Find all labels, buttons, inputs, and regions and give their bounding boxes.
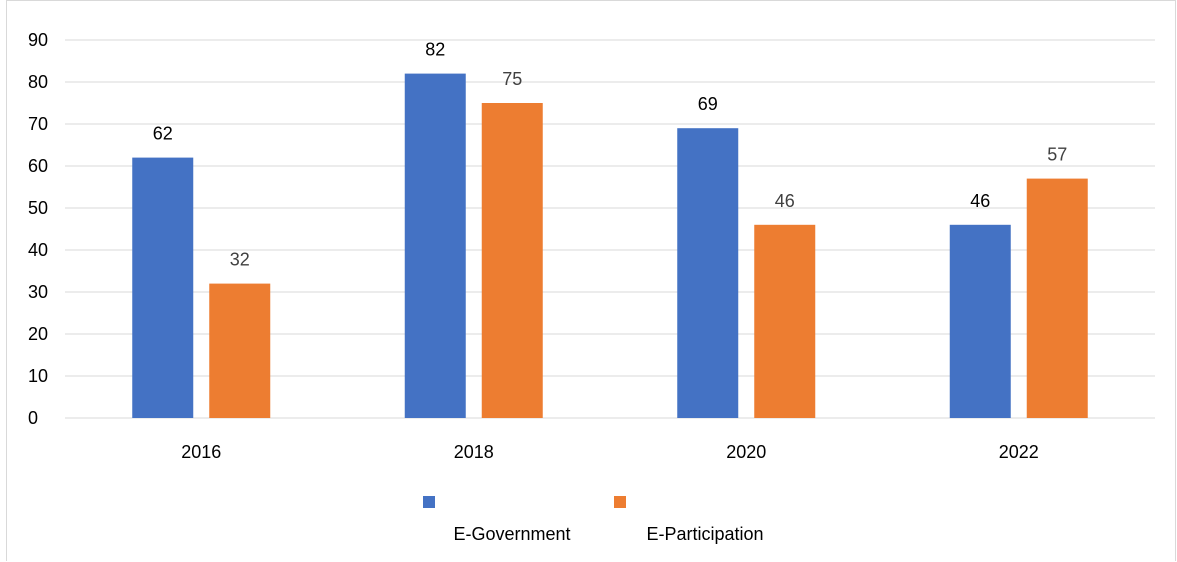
bar-e-participation-2022 bbox=[1026, 178, 1088, 418]
data-label: 69 bbox=[698, 94, 718, 114]
data-label: 75 bbox=[502, 69, 522, 89]
data-label: 46 bbox=[970, 191, 990, 211]
legend-label: E-Government bbox=[453, 524, 570, 544]
y-tick-label: 20 bbox=[28, 324, 48, 344]
data-label: 57 bbox=[1047, 145, 1067, 165]
bar-e-participation-2020 bbox=[754, 224, 816, 418]
x-tick-label: 2020 bbox=[726, 442, 766, 462]
y-tick-label: 60 bbox=[28, 156, 48, 176]
bar-e-participation-2018 bbox=[481, 103, 543, 418]
x-tick-label: 2018 bbox=[454, 442, 494, 462]
chart-frame bbox=[6, 0, 1176, 561]
y-tick-label: 50 bbox=[28, 198, 48, 218]
y-tick-label: 90 bbox=[28, 30, 48, 50]
x-tick-label: 2016 bbox=[181, 442, 221, 462]
legend-swatch-e-participation bbox=[614, 496, 626, 508]
y-tick-label: 30 bbox=[28, 282, 48, 302]
bar-e-government-2016 bbox=[132, 157, 194, 418]
bar-e-participation-2016 bbox=[209, 283, 271, 418]
x-tick-label: 2022 bbox=[999, 442, 1039, 462]
bars bbox=[132, 73, 1088, 418]
y-tick-label: 10 bbox=[28, 366, 48, 386]
y-tick-label: 80 bbox=[28, 72, 48, 92]
data-label: 82 bbox=[425, 40, 445, 60]
legend-label: E-Participation bbox=[646, 524, 763, 544]
y-tick-label: 40 bbox=[28, 240, 48, 260]
legend: E-Government E-Participation bbox=[423, 496, 764, 544]
y-tick-label: 70 bbox=[28, 114, 48, 134]
x-axis-ticks: 2016 2018 2020 2022 bbox=[181, 442, 1039, 462]
data-label: 46 bbox=[775, 191, 795, 211]
y-tick-label: 0 bbox=[28, 408, 38, 428]
data-label: 32 bbox=[230, 250, 250, 270]
bar-e-government-2022 bbox=[949, 224, 1011, 418]
data-label: 62 bbox=[153, 124, 173, 144]
y-axis-ticks: 0 10 20 30 40 50 60 70 80 90 bbox=[28, 30, 48, 428]
legend-swatch-e-government bbox=[423, 496, 435, 508]
data-labels: 62 32 82 75 69 46 46 57 bbox=[153, 40, 1068, 270]
bar-e-government-2020 bbox=[677, 128, 739, 418]
bar-e-government-2018 bbox=[404, 73, 466, 418]
